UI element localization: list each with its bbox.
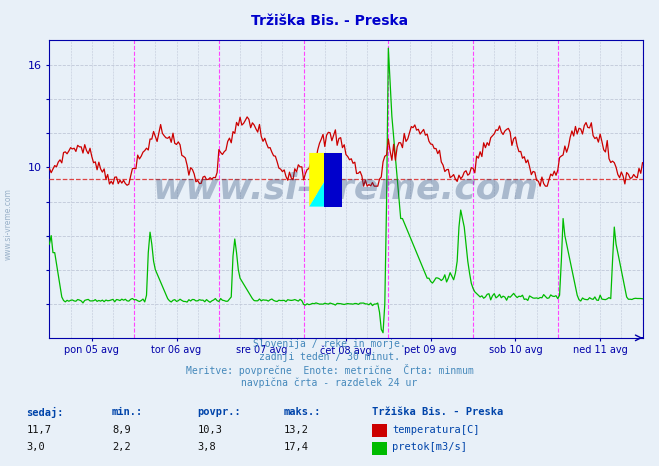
Text: 8,9: 8,9 (112, 425, 130, 435)
Text: 13,2: 13,2 (283, 425, 308, 435)
Text: www.si-vreme.com: www.si-vreme.com (153, 172, 539, 206)
Text: min.:: min.: (112, 407, 143, 418)
Text: sedaj:: sedaj: (26, 407, 64, 418)
Text: 2,2: 2,2 (112, 442, 130, 452)
Text: navpična črta - razdelek 24 ur: navpična črta - razdelek 24 ur (241, 378, 418, 388)
Text: 11,7: 11,7 (26, 425, 51, 435)
Text: 3,8: 3,8 (198, 442, 216, 452)
Text: pretok[m3/s]: pretok[m3/s] (392, 442, 467, 452)
Text: temperatura[C]: temperatura[C] (392, 425, 480, 435)
Text: Meritve: povprečne  Enote: metrične  Črta: minmum: Meritve: povprečne Enote: metrične Črta:… (186, 364, 473, 376)
Text: zadnji teden / 30 minut.: zadnji teden / 30 minut. (259, 352, 400, 362)
Text: Tržiška Bis. - Preska: Tržiška Bis. - Preska (372, 407, 503, 418)
FancyBboxPatch shape (324, 153, 342, 206)
Text: Slovenija / reke in morje.: Slovenija / reke in morje. (253, 339, 406, 349)
Text: 10,3: 10,3 (198, 425, 223, 435)
Polygon shape (309, 153, 342, 206)
Text: povpr.:: povpr.: (198, 407, 241, 418)
Text: 17,4: 17,4 (283, 442, 308, 452)
Polygon shape (309, 153, 342, 206)
Text: Tržiška Bis. - Preska: Tržiška Bis. - Preska (251, 14, 408, 28)
Text: 3,0: 3,0 (26, 442, 45, 452)
Text: www.si-vreme.com: www.si-vreme.com (3, 188, 13, 260)
Text: maks.:: maks.: (283, 407, 321, 418)
